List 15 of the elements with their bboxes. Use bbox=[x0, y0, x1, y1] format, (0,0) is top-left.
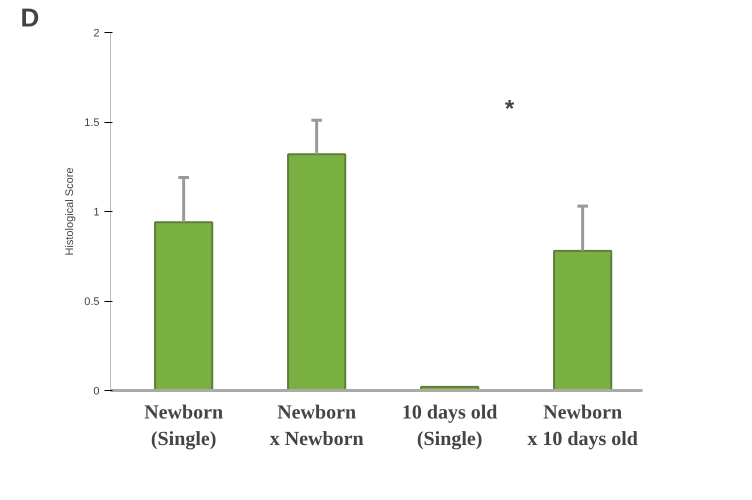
bar bbox=[154, 221, 214, 390]
x-tick-label: 10 days old (Single) bbox=[402, 402, 498, 450]
bar bbox=[287, 153, 346, 390]
annotation: * bbox=[504, 96, 515, 122]
y-tick-label: 1 bbox=[93, 206, 100, 218]
bar bbox=[553, 250, 612, 390]
y-tick-label: 0.5 bbox=[84, 296, 100, 308]
y-axis-title: Histological Score bbox=[64, 167, 76, 256]
y-tick-label: 0 bbox=[93, 386, 100, 398]
x-tick-label: Newborn (Single) bbox=[144, 402, 224, 450]
y-tick-label: 1.5 bbox=[84, 117, 100, 129]
y-tick-label: 2 bbox=[93, 28, 100, 40]
text: D bbox=[20, 2, 40, 32]
x-tick-label: Newborn x Newborn bbox=[270, 402, 364, 450]
x-tick-label: Newborn x 10 days old bbox=[527, 402, 638, 450]
